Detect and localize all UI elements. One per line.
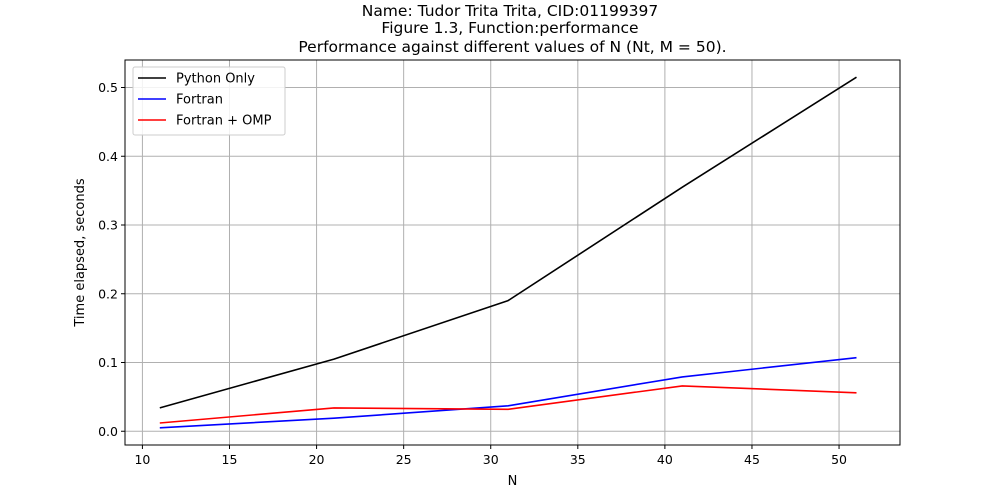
- axis-ticks: 10 15 20 25 30 35 40 45 50 0.0 0.1 0.2 0.3 0.4 0.5: [98, 80, 847, 467]
- series-line: [159, 356, 857, 429]
- x-tick-label: 15: [222, 452, 238, 467]
- title-line-1: Name: Tudor Trita Trita, CID:01199397: [362, 2, 659, 20]
- legend: Python Only Fortran Fortran + OMP: [132, 66, 286, 136]
- x-tick-label: 25: [396, 452, 412, 467]
- series-layer: [159, 76, 857, 429]
- x-tick-label: 20: [309, 452, 325, 467]
- plot-area-frame: [124, 59, 901, 446]
- grid: [125, 60, 900, 445]
- chart-title: Name: Tudor Trita Trita, CID:01199397 Fi…: [293, 2, 726, 56]
- legend-label: Fortran + OMP: [176, 114, 272, 129]
- y-axis-label: Time elapsed, seconds: [73, 178, 88, 327]
- y-tick-label: 0.2: [98, 286, 118, 301]
- y-tick-label: 0.3: [98, 218, 118, 233]
- y-tick-label: 0.0: [98, 424, 118, 439]
- x-tick-label: 10: [134, 452, 150, 467]
- x-tick-label: 35: [570, 452, 586, 467]
- x-tick-label: 45: [744, 452, 760, 467]
- title-line-3: Performance against different values of …: [293, 38, 726, 56]
- x-tick-label: 50: [831, 452, 847, 467]
- x-axis-label: N: [508, 474, 518, 489]
- series-line: [159, 76, 857, 409]
- title-line-2: Figure 1.3, Function:performance: [381, 19, 638, 37]
- y-tick-label: 0.5: [98, 80, 118, 95]
- legend-label: Python Only: [176, 72, 255, 87]
- series-line: [159, 385, 857, 424]
- y-tick-label: 0.1: [98, 355, 118, 370]
- legend-label: Fortran: [176, 93, 223, 108]
- x-tick-label: 30: [483, 452, 499, 467]
- legend-box: [132, 66, 286, 136]
- x-tick-label: 40: [657, 452, 673, 467]
- y-tick-label: 0.4: [98, 149, 118, 164]
